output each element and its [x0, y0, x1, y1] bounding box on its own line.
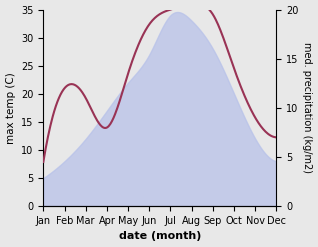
- Y-axis label: max temp (C): max temp (C): [5, 72, 16, 144]
- Y-axis label: med. precipitation (kg/m2): med. precipitation (kg/m2): [302, 42, 313, 173]
- X-axis label: date (month): date (month): [119, 231, 201, 242]
